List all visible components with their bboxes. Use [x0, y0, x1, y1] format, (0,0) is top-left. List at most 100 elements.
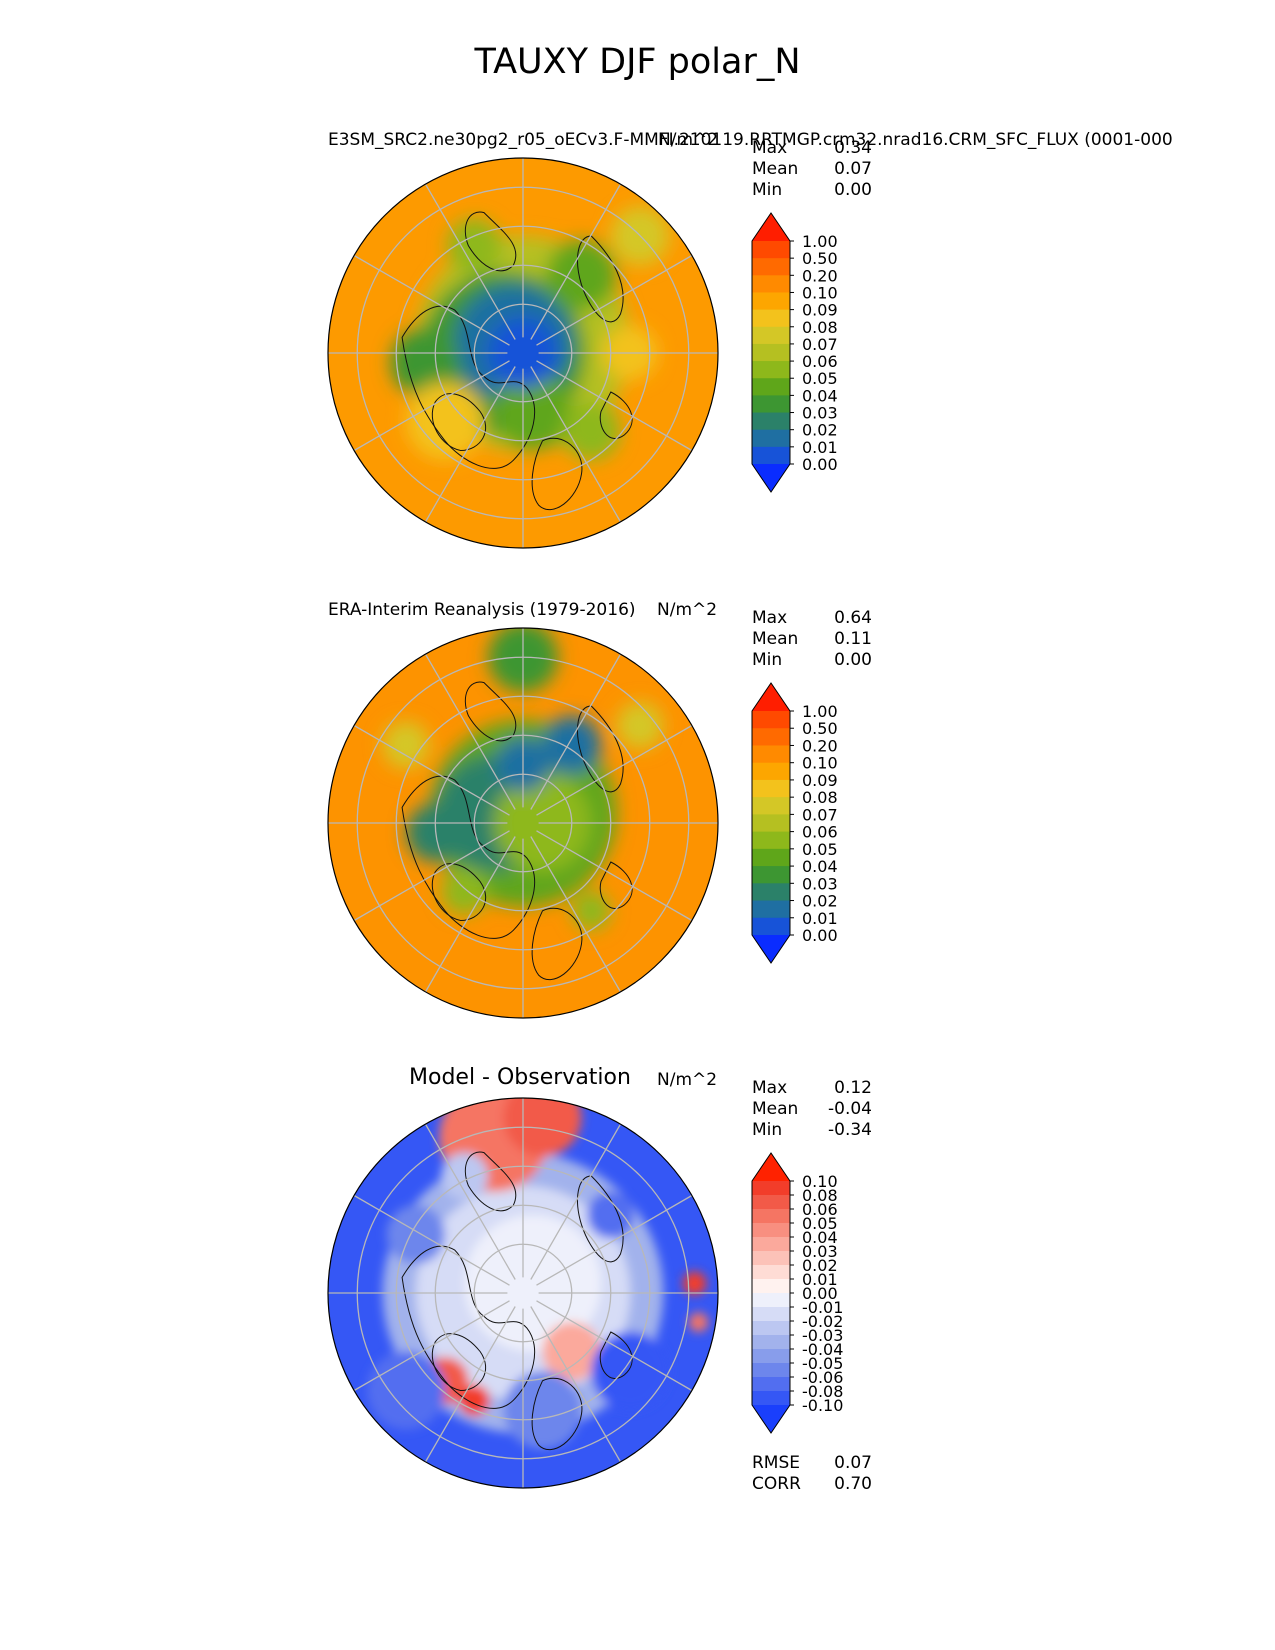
colorbar-segment [752, 378, 790, 396]
colorbar-tick-label: 0.50 [802, 249, 838, 268]
colorbar-tick-label: 0.01 [802, 1270, 838, 1289]
colorbar-tick-label: 0.10 [802, 283, 838, 302]
colorbar-segment [752, 711, 790, 729]
colorbar-tick-label: 0.00 [802, 1284, 838, 1303]
colorbar-segment [752, 1363, 790, 1378]
colorbar-segment [752, 797, 790, 815]
colorbar-tick-label: 0.04 [802, 386, 838, 405]
colorbar-tick-label: 0.50 [802, 719, 838, 738]
panel-1-mean-value: 0.07 [834, 159, 872, 179]
colorbar-tick-label: 0.08 [802, 1186, 838, 1205]
colorbar-tick-label: 0.02 [802, 421, 838, 440]
colorbar-tick-label: 0.08 [802, 788, 838, 807]
panel-1-min-value: 0.00 [834, 180, 872, 200]
colorbar-segment [752, 1279, 790, 1294]
colorbar-tick-label: 0.04 [802, 1228, 838, 1247]
colorbar-segment [752, 292, 790, 311]
map-panel-2 [327, 627, 719, 1019]
colorbar-segment [752, 1321, 790, 1336]
colorbar-extend-bottom [752, 1405, 790, 1433]
colorbar-segment [752, 1293, 790, 1308]
colorbar-extend-top [752, 213, 790, 241]
colorbar-tick-label: 0.09 [802, 771, 838, 790]
colorbar-tick-label: 0.03 [802, 404, 838, 423]
panel-2-max-value: 0.64 [834, 608, 872, 628]
colorbar-tick-label: 0.01 [802, 438, 838, 457]
colorbar-tick-label: -0.10 [802, 1396, 843, 1415]
colorbar-tick-label: -0.02 [802, 1312, 843, 1331]
panel-3-min-label: Min [752, 1120, 783, 1140]
colorbar-tick-label: -0.04 [802, 1340, 843, 1359]
colorbar-segment [752, 1223, 790, 1238]
colorbar-segment [752, 831, 790, 850]
panel-2-min-label: Min [752, 650, 783, 670]
map-outline [327, 1097, 719, 1489]
colorbar-segment [752, 1349, 790, 1364]
colorbar-segment [752, 1377, 790, 1392]
colorbar-segment [752, 1195, 790, 1210]
panel-2-min-value: 0.00 [834, 650, 872, 670]
panel-2-mean-label: Mean [752, 629, 799, 649]
colorbar-segment [752, 275, 790, 294]
colorbar-segment [752, 1307, 790, 1322]
colorbar-tick-label: 0.09 [802, 301, 838, 320]
colorbar-segment [752, 745, 790, 764]
panel-2-units: N/m^2 [657, 600, 718, 620]
colorbar-segment [752, 779, 790, 798]
colorbar-tick-label: 0.10 [802, 754, 838, 773]
panel-1-mean-label: Mean [752, 159, 799, 179]
colorbar-tick-label: 0.20 [802, 266, 838, 285]
panel-3-units: N/m^2 [657, 1070, 718, 1090]
colorbar-segment [752, 1181, 790, 1196]
colorbar-segment [752, 258, 790, 276]
panel-1-min-label: Min [752, 180, 783, 200]
colorbar-tick-label: 0.03 [802, 874, 838, 893]
colorbar-segment [752, 241, 790, 259]
colorbar-tick-label: 0.03 [802, 1242, 838, 1261]
colorbar-segment [752, 429, 790, 448]
panel-2-mean-value: 0.11 [834, 629, 872, 649]
colorbar-tick-label: 0.05 [802, 1214, 838, 1233]
colorbar-segment [752, 309, 790, 328]
colorbar-extend-bottom [752, 464, 790, 492]
colorbar-segment [752, 814, 790, 833]
panel-2-max-label: Max [752, 608, 788, 628]
colorbar-tick-label: 0.06 [802, 823, 838, 842]
colorbar-tick-label: -0.03 [802, 1326, 843, 1345]
colorbar-tick-label: 0.08 [802, 318, 838, 337]
colorbar-extend-bottom [752, 935, 790, 963]
colorbar-segment [752, 728, 790, 747]
colorbar-segment [752, 343, 790, 362]
panel-3-mean-label: Mean [752, 1099, 799, 1119]
colorbar-tick-label: 0.07 [802, 335, 838, 354]
colorbar-2: 1.000.500.200.100.090.080.070.060.050.04… [751, 682, 838, 964]
panel-3-max-value: 0.12 [834, 1078, 872, 1098]
colorbar-extend-top [752, 683, 790, 711]
panel-3-max-label: Max [752, 1078, 788, 1098]
panel-3-corr-label: CORR [752, 1474, 801, 1494]
colorbar-segment [752, 848, 790, 867]
panel-3-title: Model - Observation [409, 1065, 631, 1090]
colorbar-tick-label: -0.05 [802, 1354, 843, 1373]
colorbar-segment [752, 866, 790, 884]
panel-1-max-value: 0.34 [834, 138, 872, 158]
colorbar-segment [752, 361, 790, 379]
colorbar-tick-label: 1.00 [802, 702, 838, 721]
colorbar-segment [752, 1209, 790, 1224]
colorbar-segment [752, 762, 790, 781]
colorbar-segment [752, 412, 790, 431]
colorbar-tick-label: -0.06 [802, 1368, 843, 1387]
colorbar-tick-label: -0.01 [802, 1298, 843, 1317]
colorbar-tick-label: 0.20 [802, 736, 838, 755]
colorbar-extend-top [752, 1153, 790, 1181]
colorbar-3: 0.100.080.060.050.040.030.020.010.00-0.0… [751, 1152, 843, 1434]
colorbar-tick-label: 0.07 [802, 805, 838, 824]
colorbar-tick-label: 0.02 [802, 892, 838, 911]
panel-3-mean-value: -0.04 [828, 1099, 872, 1119]
colorbar-tick-label: 0.00 [802, 455, 838, 474]
colorbar-segment [752, 900, 790, 919]
colorbar-segment [752, 1237, 790, 1252]
colorbar-segment [752, 1335, 790, 1350]
figure-title: TAUXY DJF polar_N [474, 42, 801, 82]
panel-3-rmse-value: 0.07 [834, 1453, 872, 1473]
